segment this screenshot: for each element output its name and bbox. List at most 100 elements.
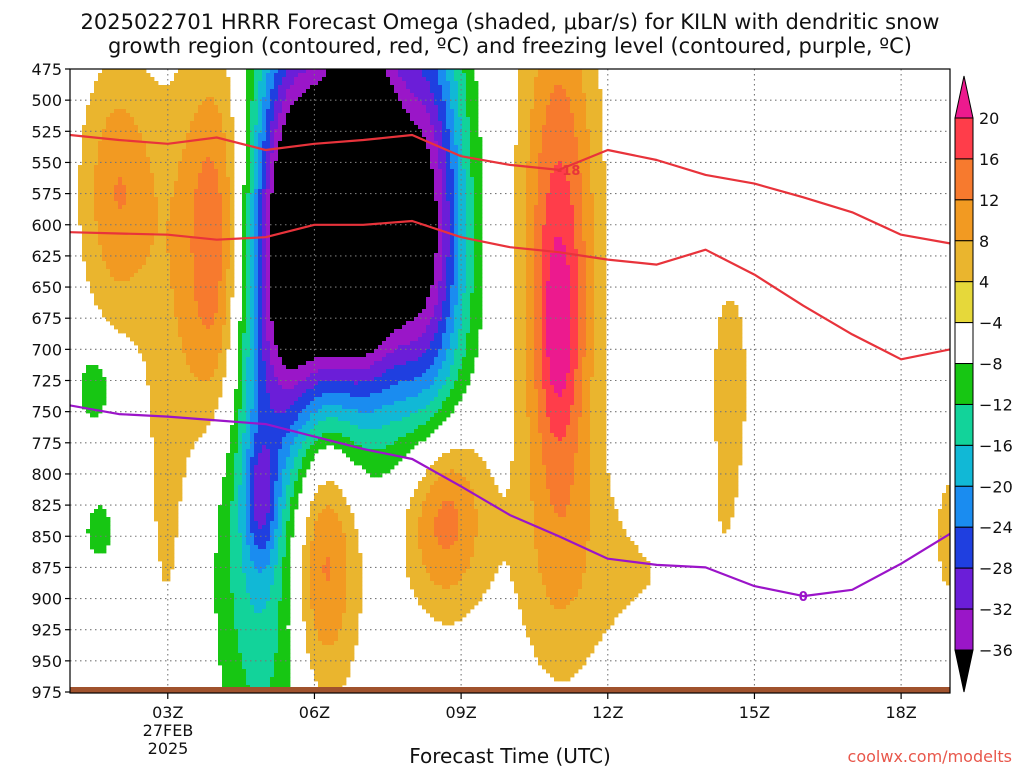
omega-cell (350, 149, 355, 154)
omega-cell (134, 89, 139, 94)
omega-cell (314, 157, 319, 162)
omega-cell (394, 189, 399, 194)
omega-cell (150, 181, 155, 186)
omega-cell (438, 109, 443, 114)
omega-cell (90, 105, 95, 110)
omega-cell (550, 113, 555, 118)
omega-cell (578, 229, 583, 234)
omega-cell (474, 189, 479, 194)
omega-cell (422, 161, 427, 166)
omega-cell (518, 209, 523, 214)
omega-cell (326, 213, 331, 218)
omega-cell (338, 205, 343, 210)
omega-cell (226, 101, 231, 106)
omega-cell (518, 229, 523, 234)
omega-cell (598, 153, 603, 158)
omega-cell (514, 189, 519, 194)
omega-cell (318, 73, 323, 78)
omega-cell (166, 221, 171, 226)
omega-cell (286, 121, 291, 126)
omega-cell (98, 81, 103, 86)
omega-cell (314, 181, 319, 186)
omega-cell (382, 177, 387, 182)
omega-cell (110, 129, 115, 134)
omega-cell (526, 229, 531, 234)
omega-cell (446, 193, 451, 198)
omega-cell (138, 133, 143, 138)
omega-cell (566, 133, 571, 138)
omega-cell (122, 205, 127, 210)
omega-cell (378, 189, 383, 194)
omega-cell (458, 205, 463, 210)
omega-cell (98, 193, 103, 198)
omega-cell (194, 69, 199, 74)
omega-cell (518, 157, 523, 162)
omega-cell (134, 197, 139, 202)
omega-cell (78, 173, 83, 178)
omega-cell (366, 149, 371, 154)
omega-cell (522, 157, 527, 162)
omega-cell (594, 217, 599, 222)
omega-cell (298, 149, 303, 154)
omega-cell (514, 193, 519, 198)
omega-cell (226, 133, 231, 138)
omega-cell (438, 209, 443, 214)
omega-cell (386, 157, 391, 162)
omega-cell (178, 237, 183, 242)
omega-cell (310, 181, 315, 186)
omega-cell (138, 189, 143, 194)
omega-cell (206, 213, 211, 218)
omega-cell (102, 101, 107, 106)
omega-cell (246, 185, 251, 190)
omega-cell (530, 189, 535, 194)
omega-cell (170, 193, 175, 198)
omega-cell (118, 213, 123, 218)
omega-cell (210, 181, 215, 186)
omega-cell (598, 101, 603, 106)
omega-cell (326, 121, 331, 126)
omega-cell (286, 105, 291, 110)
omega-cell (350, 157, 355, 162)
omega-cell (602, 201, 607, 206)
omega-cell (114, 225, 119, 230)
omega-cell (126, 117, 131, 122)
omega-cell (318, 197, 323, 202)
omega-cell (342, 217, 347, 222)
omega-cell (586, 181, 591, 186)
omega-cell (402, 109, 407, 114)
omega-cell (370, 105, 375, 110)
omega-cell (314, 189, 319, 194)
omega-cell (542, 121, 547, 126)
omega-cell (210, 121, 215, 126)
omega-cell (134, 217, 139, 222)
omega-cell (322, 181, 327, 186)
omega-cell (346, 181, 351, 186)
omega-cell (226, 209, 231, 214)
omega-cell (254, 225, 259, 230)
omega-cell (406, 197, 411, 202)
omega-cell (534, 193, 539, 198)
omega-cell (130, 105, 135, 110)
omega-cell (426, 129, 431, 134)
omega-cell (594, 113, 599, 118)
omega-cell (562, 225, 567, 230)
omega-cell (350, 85, 355, 90)
omega-cell (538, 145, 543, 150)
omega-cell (598, 113, 603, 118)
omega-cell (354, 213, 359, 218)
omega-cell (170, 169, 175, 174)
omega-cell (566, 161, 571, 166)
omega-cell (386, 185, 391, 190)
omega-cell (330, 237, 335, 242)
omega-cell (586, 209, 591, 214)
omega-cell (310, 229, 315, 234)
omega-cell (570, 117, 575, 122)
omega-cell (366, 157, 371, 162)
omega-cell (586, 101, 591, 106)
omega-cell (222, 125, 227, 130)
omega-cell (246, 157, 251, 162)
omega-cell (478, 137, 483, 142)
omega-cell (430, 81, 435, 86)
omega-cell (582, 77, 587, 82)
omega-cell (566, 113, 571, 118)
